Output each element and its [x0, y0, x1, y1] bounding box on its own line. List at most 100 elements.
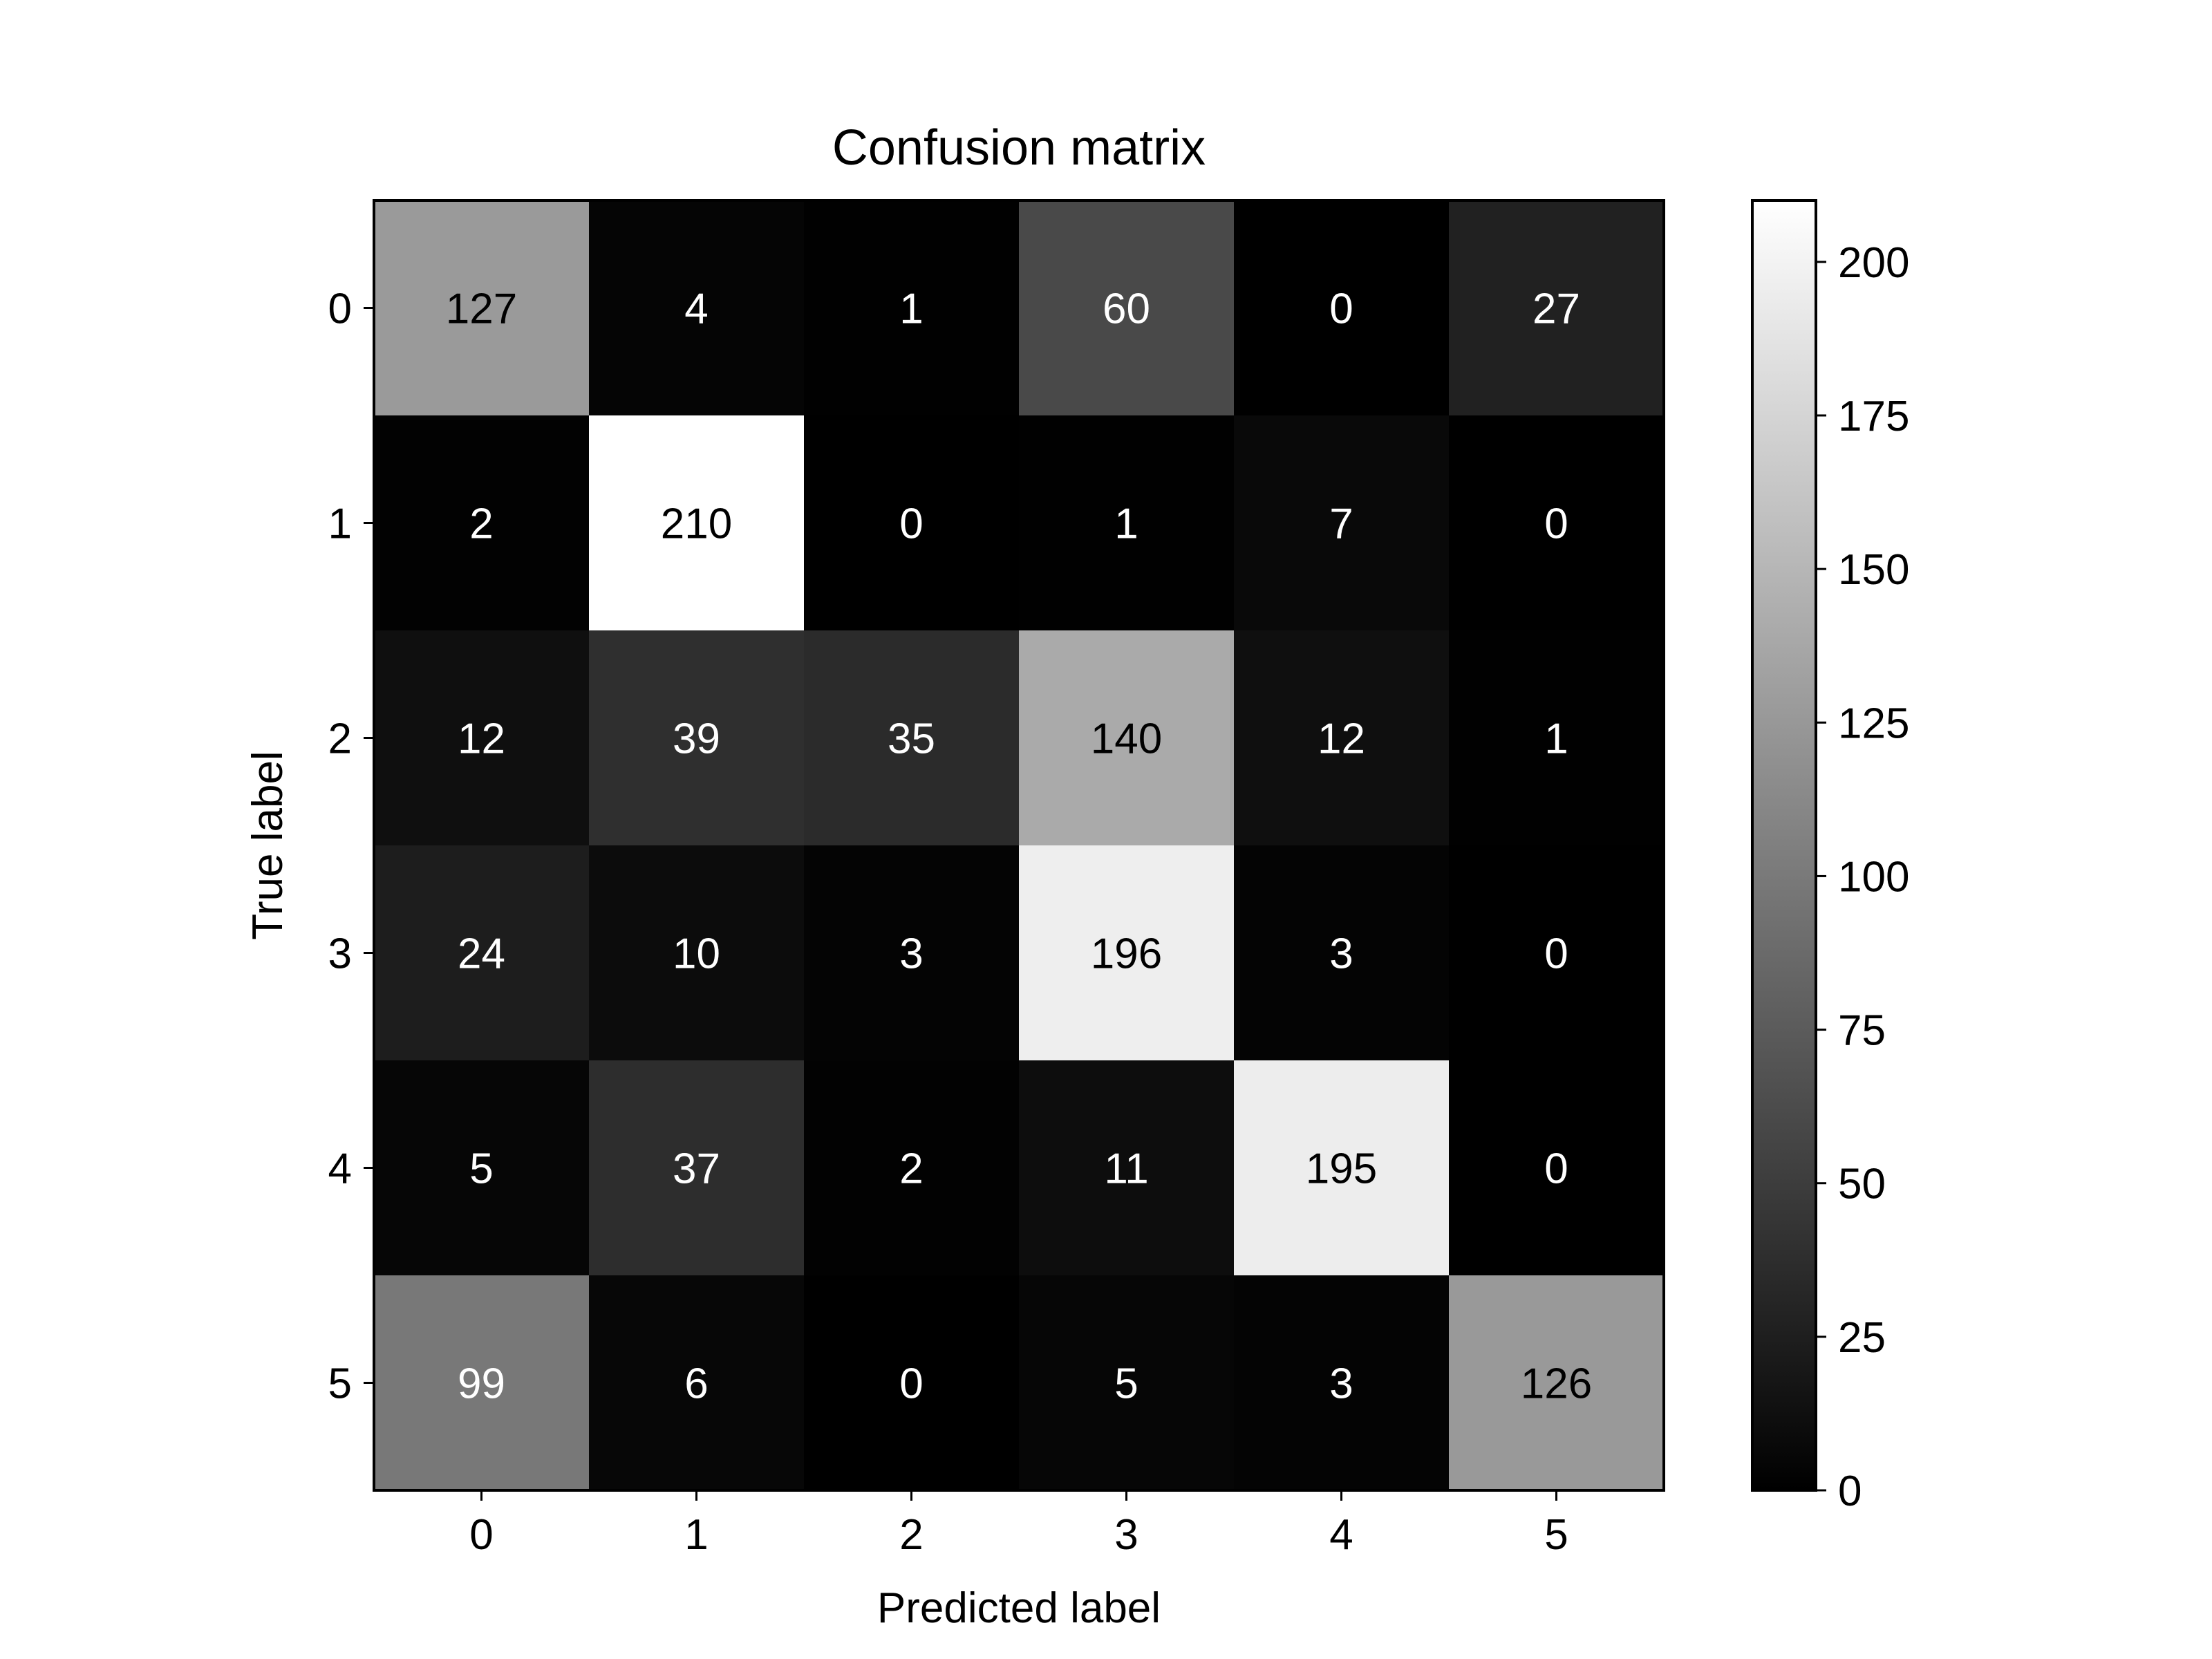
heatmap-cell-r2-c3 — [1019, 630, 1235, 846]
cell-value-label-r5-c1: 6 — [684, 1360, 708, 1408]
cell-value-label-r2-c2: 35 — [888, 715, 935, 763]
cell-value-label-r2-c1: 39 — [673, 715, 720, 763]
colorbar-ticks: 0 25 50 75 100 125 150 175 200 — [1816, 239, 1909, 1515]
plot-frame — [373, 199, 1665, 1492]
heatmap-cell-r4-c1 — [589, 1060, 805, 1276]
cell-value-label-r3-c0: 24 — [458, 930, 505, 978]
cell-value-label-r5-c4: 3 — [1329, 1360, 1353, 1408]
y-tick-label-3: 3 — [328, 930, 352, 978]
cell-value-label-r4-c0: 5 — [469, 1145, 493, 1193]
heatmap-cell-r2-c4 — [1234, 630, 1450, 846]
heatmap-cell-r3-c3 — [1019, 845, 1235, 1061]
chart-title: Confusion matrix — [832, 120, 1206, 176]
colorbar-tick-label-1: 25 — [1838, 1314, 1886, 1362]
heatmap-cell-r5-c1 — [589, 1275, 805, 1491]
cell-value-label-r2-c4: 12 — [1318, 715, 1365, 763]
cell-value-label-r2-c0: 12 — [458, 715, 505, 763]
colorbar-tick-label-4: 100 — [1838, 853, 1909, 901]
x-tick-label-5: 5 — [1544, 1511, 1568, 1559]
colorbar-tick-label-8: 200 — [1838, 239, 1909, 287]
heatmap-cell-r4-c4 — [1234, 1060, 1450, 1276]
heatmap-cell-r3-c4 — [1234, 845, 1450, 1061]
colorbar-tick-label-0: 0 — [1838, 1468, 1862, 1515]
cell-value-label-r5-c2: 0 — [899, 1360, 923, 1408]
cell-value-label-r2-c5: 1 — [1544, 715, 1568, 763]
heatmap-cell-r0-c4 — [1234, 200, 1450, 416]
heatmap-cell-r4-c5 — [1449, 1060, 1665, 1276]
heatmap-cell-r0-c2 — [804, 200, 1020, 416]
colorbar — [1751, 199, 1817, 1492]
cell-value-label-r0-c5: 27 — [1533, 285, 1580, 333]
heatmap-cell-r5-c4 — [1234, 1275, 1450, 1491]
cell-value-label-r4-c2: 2 — [899, 1145, 923, 1193]
heatmap-cell-r0-c0 — [374, 200, 590, 416]
colorbar-tick-label-5: 125 — [1838, 700, 1909, 747]
y-axis-ticks: 0 1 2 3 4 5 — [328, 285, 374, 1408]
x-tick-label-2: 2 — [899, 1511, 923, 1559]
colorbar-tick-label-3: 75 — [1838, 1007, 1886, 1055]
cell-value-label-r5-c5: 126 — [1521, 1360, 1592, 1408]
cell-value-label-r1-c1: 210 — [661, 500, 732, 548]
heatmap-cell-r1-c3 — [1019, 415, 1235, 631]
heatmap-cell-r4-c2 — [804, 1060, 1020, 1276]
cell-value-label-r3-c5: 0 — [1544, 930, 1568, 978]
heatmap-cell-r1-c2 — [804, 415, 1020, 631]
cell-value-label-r2-c3: 140 — [1091, 715, 1162, 763]
heatmap-cell-r5-c0 — [374, 1275, 590, 1491]
heatmap-cell-r2-c0 — [374, 630, 590, 846]
heatmap-cell-r3-c0 — [374, 845, 590, 1061]
x-axis-ticks: 0 1 2 3 4 5 — [469, 1490, 1568, 1559]
colorbar-tick-label-2: 50 — [1838, 1161, 1886, 1208]
colorbar-tick-label-6: 150 — [1838, 546, 1909, 594]
cell-value-label-r0-c2: 1 — [899, 285, 923, 333]
cell-value-label-r0-c4: 0 — [1329, 285, 1353, 333]
heatmap-cell-r0-c5 — [1449, 200, 1665, 416]
y-axis-label: True label — [244, 751, 292, 939]
cell-value-label-r0-c1: 4 — [684, 285, 708, 333]
heatmap-cell-r4-c0 — [374, 1060, 590, 1276]
heatmap-cell-r1-c5 — [1449, 415, 1665, 631]
heatmap-cell-r0-c1 — [589, 200, 805, 416]
heatmap-cell-r0-c3 — [1019, 200, 1235, 416]
heatmap-cell-r3-c5 — [1449, 845, 1665, 1061]
cell-value-label-r4-c3: 11 — [1104, 1145, 1148, 1193]
y-tick-label-0: 0 — [328, 285, 352, 333]
y-tick-label-1: 1 — [328, 500, 352, 548]
x-tick-label-3: 3 — [1114, 1511, 1138, 1559]
heatmap-cell-r3-c1 — [589, 845, 805, 1061]
cell-value-label-r5-c3: 5 — [1114, 1360, 1138, 1408]
heatmap-cells — [374, 200, 1665, 1491]
cell-value-label-r3-c3: 196 — [1091, 930, 1162, 978]
cell-value-label-r1-c0: 2 — [469, 500, 493, 548]
cell-value-label-r4-c1: 37 — [673, 1145, 720, 1193]
cell-value-label-r3-c2: 3 — [899, 930, 923, 978]
cell-value-label-r1-c5: 0 — [1544, 500, 1568, 548]
heatmap-cell-r1-c0 — [374, 415, 590, 631]
x-axis-label: Predicted label — [877, 1584, 1161, 1632]
heatmap-cell-r5-c3 — [1019, 1275, 1235, 1491]
cell-value-label-r1-c4: 7 — [1329, 500, 1353, 548]
cell-value-label-r3-c4: 3 — [1329, 930, 1353, 978]
y-tick-label-2: 2 — [328, 715, 352, 763]
x-tick-label-0: 0 — [469, 1511, 493, 1559]
y-tick-label-4: 4 — [328, 1145, 352, 1193]
heatmap-cell-r3-c2 — [804, 845, 1020, 1061]
heatmap-cell-r2-c2 — [804, 630, 1020, 846]
heatmap-cell-r2-c5 — [1449, 630, 1665, 846]
x-tick-label-4: 4 — [1329, 1511, 1353, 1559]
heatmap-cell-r5-c2 — [804, 1275, 1020, 1491]
heatmap-cell-r1-c1 — [589, 415, 805, 631]
y-tick-label-5: 5 — [328, 1360, 352, 1408]
cell-value-label-r5-c0: 99 — [458, 1360, 505, 1408]
cell-value-label-r1-c3: 1 — [1114, 500, 1138, 548]
heatmap-cell-r2-c1 — [589, 630, 805, 846]
cell-value-label-r4-c4: 195 — [1306, 1145, 1377, 1193]
colorbar-tick-label-7: 175 — [1838, 393, 1909, 440]
cell-value-label-r0-c3: 60 — [1103, 285, 1150, 333]
cell-value-label-r3-c1: 10 — [673, 930, 720, 978]
heatmap-cell-r5-c5 — [1449, 1275, 1665, 1491]
cell-value-label-r0-c0: 127 — [446, 285, 517, 333]
x-tick-label-1: 1 — [684, 1511, 708, 1559]
cell-value-label-r1-c2: 0 — [899, 500, 923, 548]
